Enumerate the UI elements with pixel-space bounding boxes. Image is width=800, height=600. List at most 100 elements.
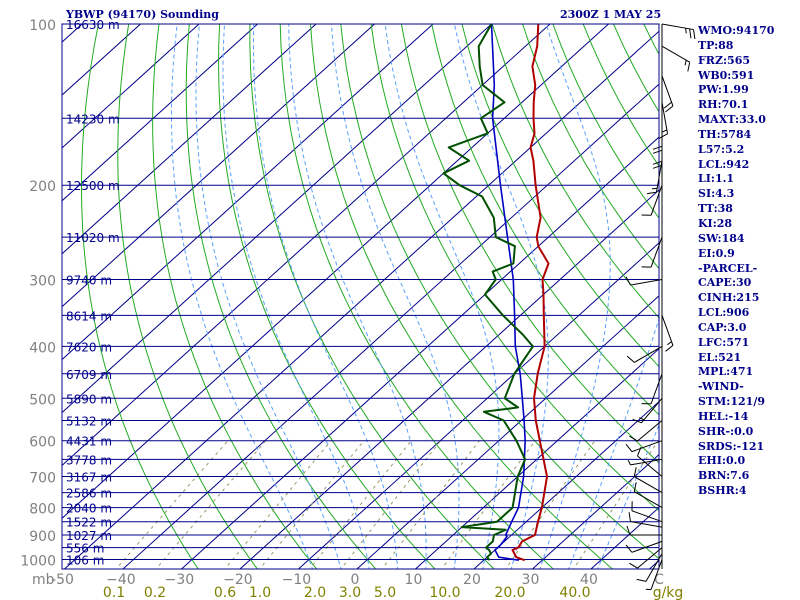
index-item: RH:70.1 (698, 98, 749, 112)
mixing-ratio-line (115, 440, 229, 569)
wind-barb-flag (652, 164, 663, 169)
wind-barb-staff (631, 540, 663, 553)
pressure-tick-label: 600 (29, 435, 56, 451)
index-item: -WIND- (698, 380, 744, 394)
wind-barb-staff (630, 521, 663, 528)
mixing-ratio-tick-label: 20.0 (494, 585, 525, 600)
wind-barb (629, 547, 663, 569)
dry-adiabat-line (152, 24, 318, 569)
index-item: -PARCEL- (698, 261, 758, 275)
wind-barb-flag (652, 149, 663, 154)
wind-barbs (625, 23, 696, 591)
wind-barb (626, 345, 663, 363)
isotherm-line (62, 24, 434, 361)
mixing-ratio-tick-label: 40.0 (559, 585, 590, 600)
temperature-tick-label: 20 (463, 572, 481, 588)
dewpoint-line (442, 24, 534, 561)
index-item: HEL:-14 (698, 409, 749, 423)
index-item: BRN:7.6 (698, 469, 750, 483)
index-item: SI:4.3 (698, 187, 735, 201)
index-item: LCL:906 (698, 306, 750, 320)
wind-barb-staff (645, 553, 663, 582)
isotherm-line (122, 83, 659, 569)
index-item: EI:0.9 (698, 246, 735, 260)
mixing-ratio-line (309, 440, 412, 569)
index-item: BSHR:4 (698, 484, 747, 498)
index-item: WMO:94170 (698, 24, 775, 37)
moist-adiabat-line (288, 24, 427, 569)
index-item: EL:521 (698, 350, 742, 364)
wind-barb-flag (665, 345, 674, 352)
wind-barb-flag (652, 160, 663, 165)
mixing-ratio-line (258, 440, 365, 569)
mixing-ratio-tick-label: g/kg (653, 585, 684, 600)
isotherm-line (62, 24, 376, 308)
dry-adiabat-line (780, 0, 800, 571)
wind-barb (632, 397, 663, 424)
station-title: YBWP (94170) Sounding (66, 8, 219, 21)
dry-adiabat-line (185, 24, 377, 569)
wind-barb-half-flag (651, 187, 658, 190)
temperature-tick-label: 40 (580, 572, 598, 588)
wind-barb-half-flag (684, 60, 687, 66)
isobar-lines (62, 117, 659, 560)
mixing-ratio-line (441, 440, 536, 569)
index-item: L57:5.2 (698, 142, 745, 156)
isotherm-line (62, 24, 493, 414)
sounding-time: 2300Z 1 MAY 25 (560, 8, 662, 21)
temperature-tick-label: −10 (282, 572, 312, 588)
wind-barb-half-flag (661, 129, 668, 133)
height-label: 1027 m (66, 529, 112, 543)
wind-barb-staff (650, 185, 663, 216)
pressure-tick-label: 700 (29, 471, 56, 487)
index-item: LCL:942 (698, 157, 750, 171)
index-item: CAP:3.0 (698, 320, 747, 334)
height-label: 106 m (66, 554, 104, 568)
wind-barb-staff (631, 510, 663, 523)
index-item: MPL:471 (698, 365, 754, 379)
mixing-ratio-tick-label: 0.2 (144, 585, 166, 600)
wind-barb-staff (634, 345, 663, 363)
wind-barb-staff (650, 236, 663, 268)
height-label: 5890 m (66, 392, 112, 406)
wind-barb-flag (632, 418, 642, 424)
wind-barb-half-flag (627, 459, 631, 466)
wind-barb (625, 276, 663, 286)
wind-barb (631, 501, 663, 523)
height-label: 9740 m (66, 273, 112, 287)
wind-barb-staff (650, 373, 663, 405)
temperature-tick-label: -50 (51, 572, 74, 588)
height-label: 11020 m (66, 231, 120, 245)
plot-frame (61, 23, 660, 570)
isotherm-line (62, 24, 317, 255)
wind-barb-staff (631, 440, 663, 453)
wind-barb (626, 525, 662, 536)
height-label: 16630 m (66, 18, 120, 32)
wind-barb-staff (661, 23, 694, 31)
height-label: 1522 m (66, 516, 112, 530)
mixing-ratio-line (224, 440, 332, 569)
wind-barb (633, 467, 663, 494)
wind-barb-staff (650, 559, 663, 590)
wind-barb (628, 512, 663, 528)
mixing-ratio-tick-label: 3.0 (339, 585, 361, 600)
height-label: 12500 m (66, 179, 120, 193)
index-item: TP:88 (698, 38, 734, 52)
wind-barb-flag (633, 482, 637, 492)
wind-barb-staff (661, 45, 690, 63)
isotherm-line (62, 24, 551, 467)
dry-adiabat-line (117, 24, 259, 569)
pressure-tick-label: 800 (29, 502, 56, 518)
wind-barb-staff (661, 102, 669, 134)
wind-barb-staff (634, 476, 663, 494)
index-item: CINH:215 (698, 291, 760, 305)
isotherm-line (356, 295, 659, 569)
moist-adiabat-line (330, 24, 460, 569)
mixing-ratio-line (505, 440, 596, 569)
moist-adiabat-line (453, 24, 549, 569)
pressure-tick-label: 400 (29, 340, 56, 356)
height-label: 3778 m (66, 453, 112, 467)
wind-barb (625, 440, 663, 453)
index-item: SHR-:0.0 (698, 424, 754, 438)
isotherm-line (180, 136, 659, 569)
